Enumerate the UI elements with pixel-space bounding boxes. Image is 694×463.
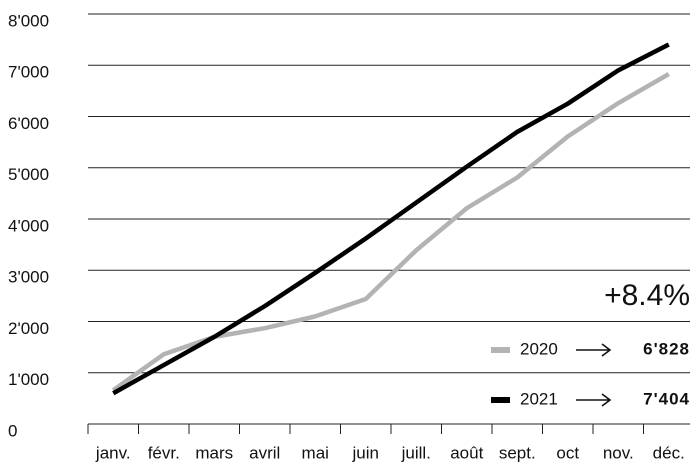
legend-swatch: [491, 397, 510, 403]
y-tick-label: 7'000: [8, 63, 49, 82]
x-tick-label: févr.: [148, 443, 180, 462]
y-tick-label: 1'000: [8, 370, 49, 389]
series-line: [112, 42, 670, 396]
y-tick-label: 4'000: [8, 216, 49, 235]
y-tick-label: 3'000: [8, 268, 49, 287]
x-tick-label: juill.: [401, 443, 431, 462]
y-tick-label: 2'000: [8, 319, 49, 338]
x-tick-label: mai: [302, 443, 329, 462]
x-tick-label: nov.: [603, 443, 634, 462]
series-line: [111, 72, 670, 393]
legend-arrow: [576, 393, 612, 407]
legend-swatch: [491, 347, 510, 353]
x-tick-label: janv.: [95, 443, 131, 462]
y-tick-label: 0: [8, 421, 17, 440]
x-tick-label: déc.: [653, 443, 685, 462]
annotation: +8.4%: [604, 279, 690, 312]
x-tick-label: août: [450, 443, 483, 462]
y-tick-label: 8'000: [8, 11, 49, 30]
x-tick-label: mars: [195, 443, 233, 462]
x-tick-label: juin: [352, 443, 379, 462]
value-label: 7'404: [643, 389, 690, 408]
value-label: 6'828: [643, 339, 690, 358]
x-tick-label: avril: [249, 443, 280, 462]
legend-label: 2020: [520, 339, 558, 358]
x-tick-label: sept.: [499, 443, 536, 462]
y-tick-label: 5'000: [8, 165, 49, 184]
legend-arrow: [576, 343, 612, 357]
y-tick-label: 6'000: [8, 114, 49, 133]
x-tick-label: oct: [556, 443, 579, 462]
legend-label: 2021: [520, 389, 558, 408]
